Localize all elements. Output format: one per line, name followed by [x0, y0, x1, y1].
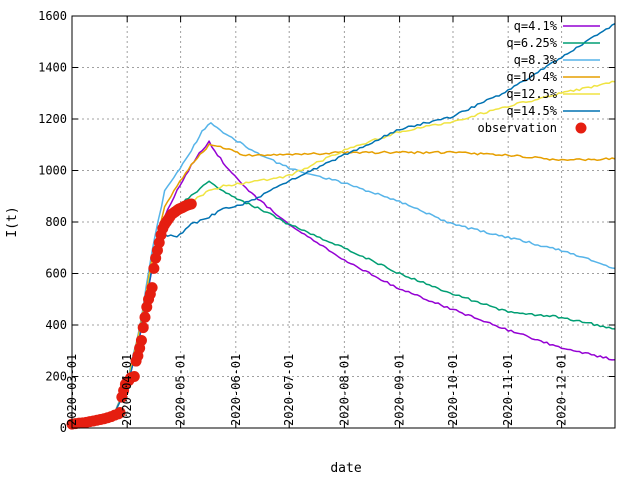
y-tick-label: 600: [45, 267, 67, 281]
y-tick-label: 1400: [38, 61, 67, 75]
legend-label: q=4.1%: [514, 19, 558, 33]
y-tick-label: 0: [60, 421, 67, 435]
legend-swatch: [575, 122, 587, 134]
y-tick-label: 1600: [38, 9, 67, 23]
x-tick-label: 2020-10-01: [446, 354, 460, 426]
series-layer: [66, 23, 616, 430]
legend-label: observation: [478, 121, 557, 135]
x-tick-label: 2020-08-01: [337, 354, 351, 426]
observation-point: [135, 334, 147, 346]
legend-label: q=10.4%: [506, 70, 557, 84]
y-tick-label: 1000: [38, 164, 67, 178]
legend-label: q=6.25%: [506, 36, 557, 50]
observation-point: [146, 282, 158, 294]
x-tick-label: 2020-06-01: [229, 354, 243, 426]
x-tick-label: 2020-03-01: [65, 354, 79, 426]
x-tick-label: 2020-12-01: [555, 354, 569, 426]
x-tick-label: 2020-05-01: [174, 354, 188, 426]
series-line-q-10-4-: [71, 143, 616, 425]
y-tick-label: 200: [45, 370, 67, 384]
legend-label: q=14.5%: [506, 104, 557, 118]
x-axis-label: date: [330, 461, 361, 476]
x-tick-label: 2020-04-01: [120, 354, 134, 426]
observation-point: [185, 198, 197, 210]
observation-point: [148, 262, 160, 274]
y-tick-label: 800: [45, 215, 67, 229]
x-tick-label: 2020-07-01: [282, 354, 296, 426]
y-tick-label: 400: [45, 318, 67, 332]
legend-label: q=8.3%: [514, 53, 558, 67]
series-line-q-8-3-: [71, 122, 616, 425]
observation-point: [128, 371, 140, 382]
observation-point: [139, 311, 151, 323]
x-tick-label: 2020-11-01: [501, 354, 515, 426]
legend-label: q=12.5%: [506, 87, 557, 101]
x-tick-label: 2020-09-01: [393, 354, 407, 426]
y-axis-label: I(t): [5, 206, 20, 237]
observation-point: [137, 322, 149, 334]
legend: q=4.1% q=6.25% q=8.3% q=10.4% q=12.5% q=14.5%…: [478, 19, 600, 135]
observation-point: [114, 407, 126, 419]
y-tick-label: 1200: [38, 112, 67, 126]
axes: 0 200 400 600 800 1000 1200 1400 1600 2020-03-01 2…: [38, 9, 616, 435]
